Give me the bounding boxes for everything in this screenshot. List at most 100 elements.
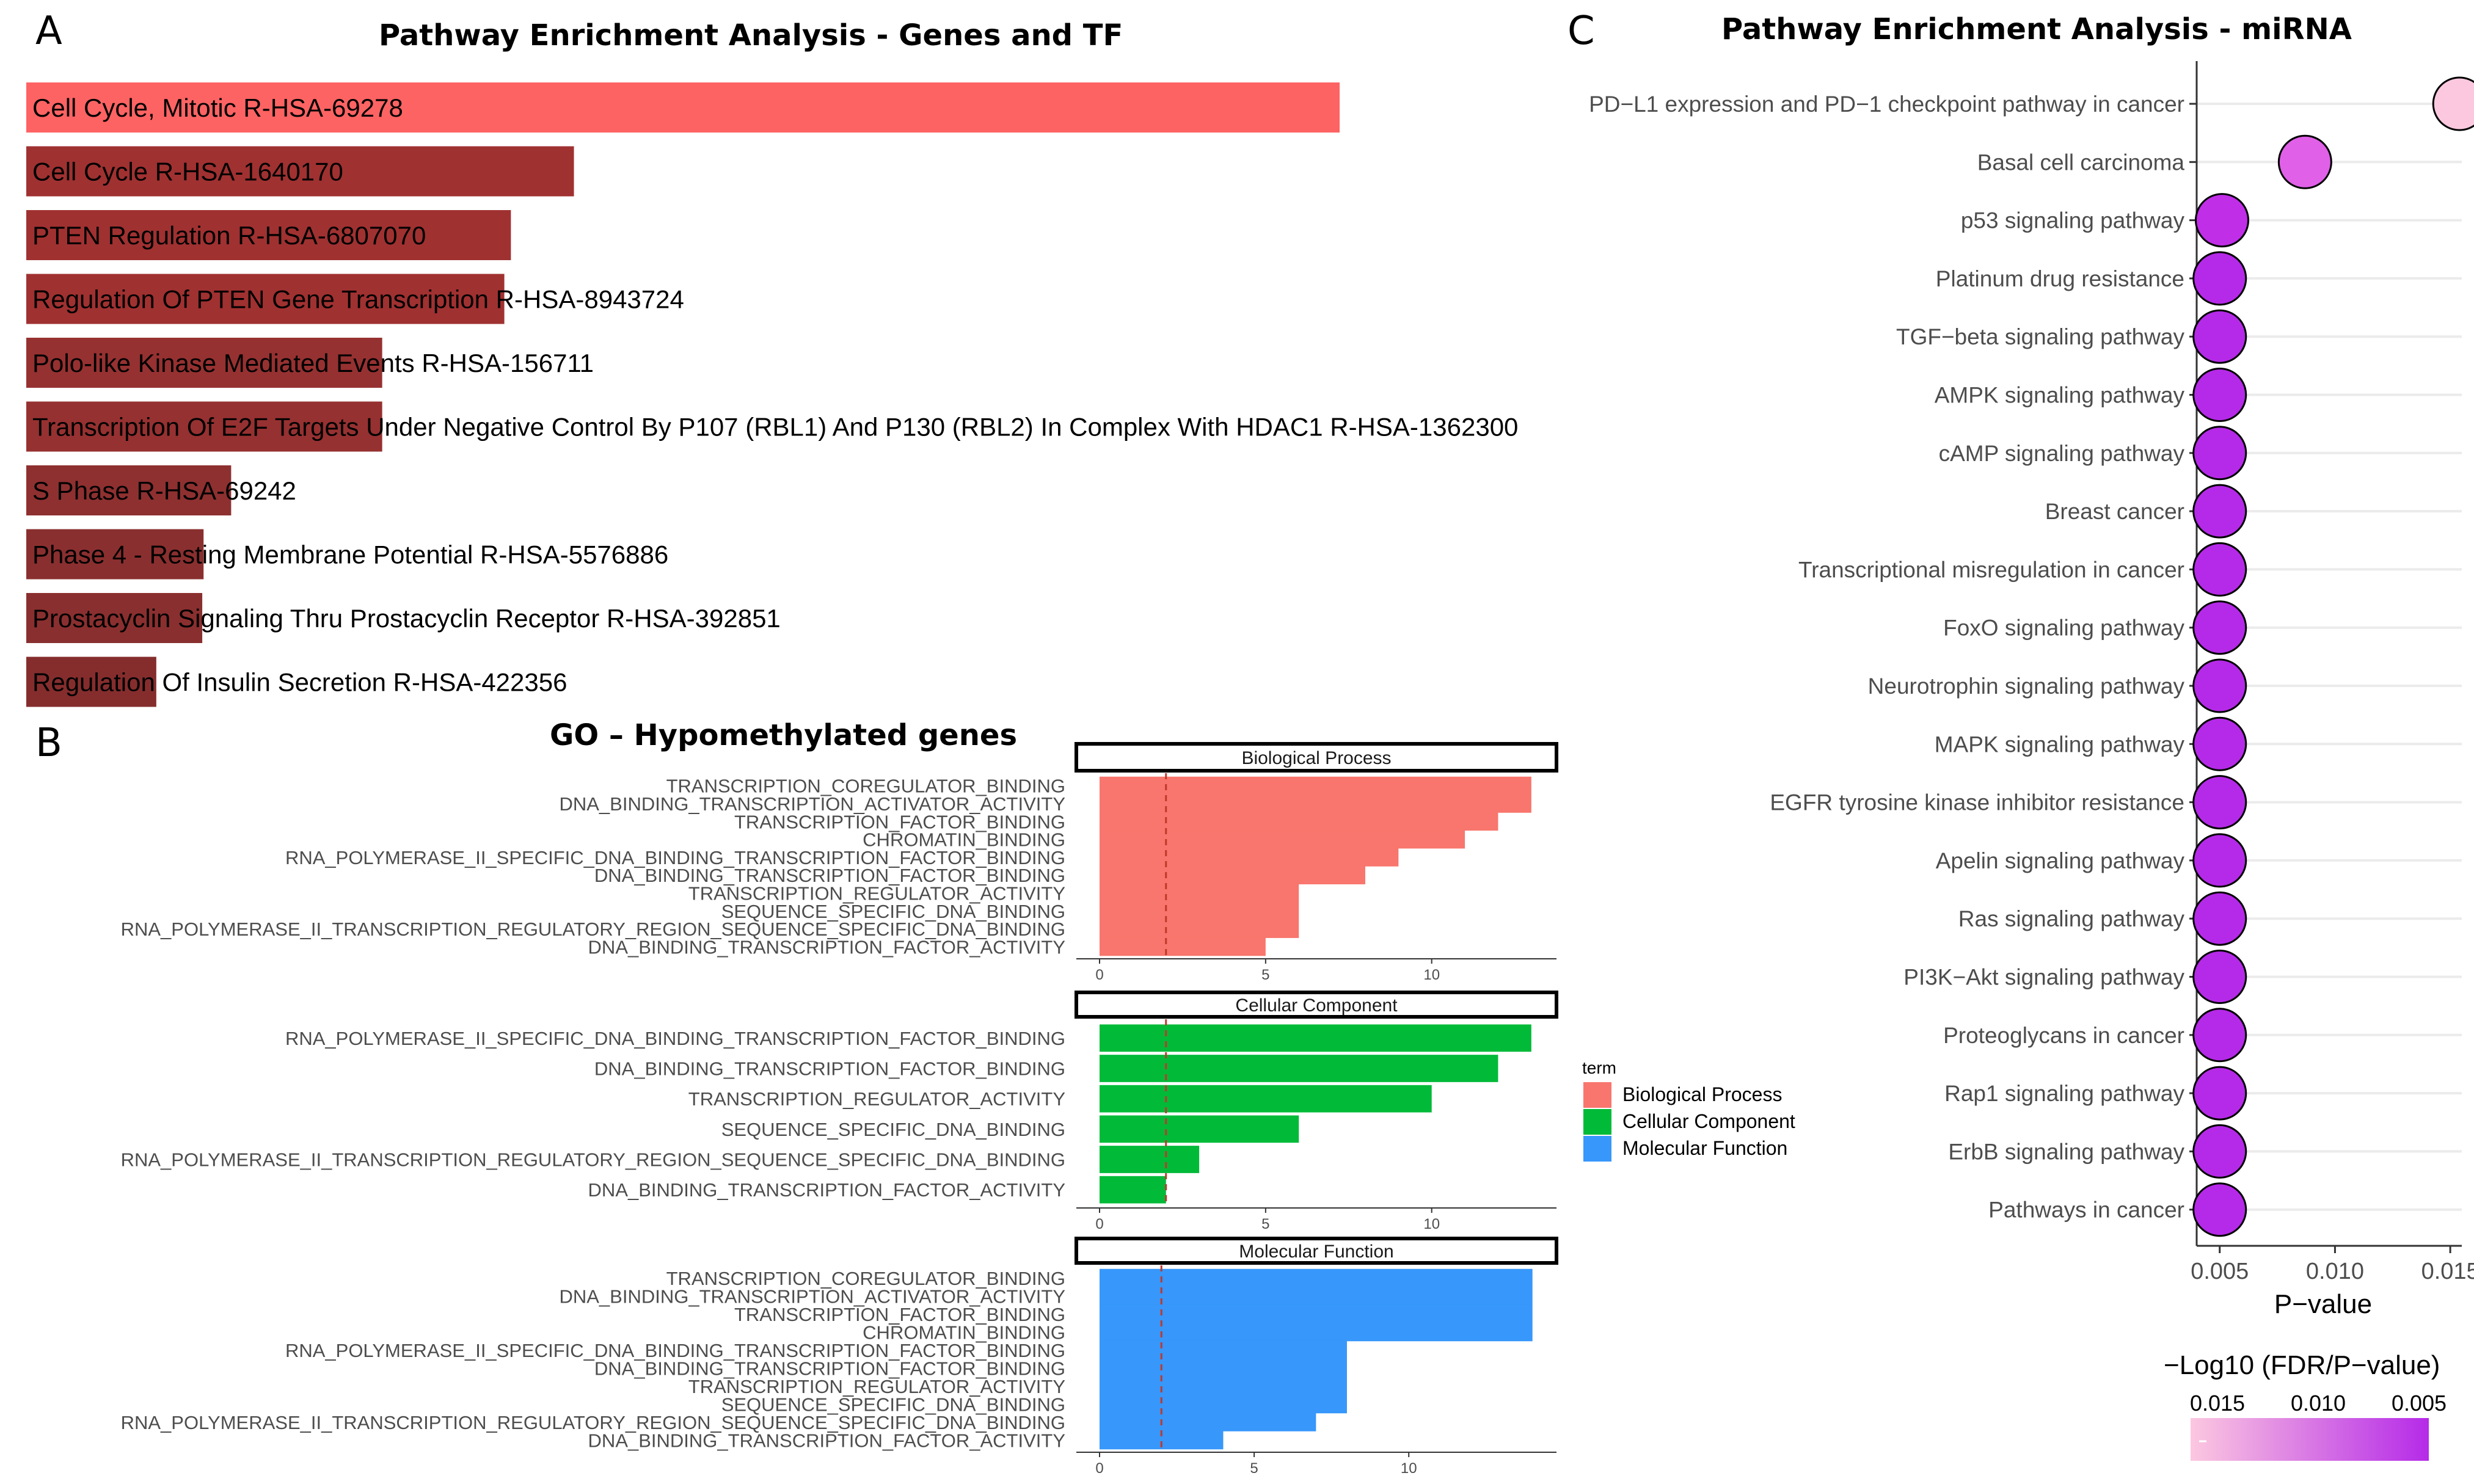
pathway-point: [2192, 1008, 2247, 1063]
go-term-label: DNA_BINDING_TRANSCRIPTION_ACTIVATOR_ACTI…: [559, 1286, 1065, 1307]
x-tick-label: 10: [1423, 967, 1440, 983]
go-bar: [1100, 812, 1498, 831]
legend-label: Molecular Function: [1622, 1137, 1787, 1159]
pathway-label: FoxO signaling pathway: [1943, 616, 2184, 641]
pathway-point: [2192, 484, 2247, 539]
panel-a-bar: [26, 146, 574, 197]
go-term-label: RNA_POLYMERASE_II_TRANSCRIPTION_REGULATO…: [121, 918, 1065, 940]
pathway-label: p53 signaling pathway: [1961, 208, 2185, 233]
go-term-label: TRANSCRIPTION_REGULATOR_ACTIVITY: [688, 882, 1065, 904]
go-bar: [1100, 848, 1399, 867]
pathway-label: Breast cancer: [2045, 499, 2184, 524]
pathway-label: Rap1 signaling pathway: [1944, 1081, 2184, 1106]
pathway-point: [2192, 891, 2247, 946]
colorbar: [2191, 1418, 2429, 1461]
go-bar: [1100, 830, 1465, 849]
pathway-label: MAPK signaling pathway: [1935, 732, 2185, 757]
facet-strip-label: Molecular Function: [1239, 1242, 1393, 1262]
go-term-label: TRANSCRIPTION_COREGULATOR_BINDING: [666, 1268, 1065, 1289]
pathway-point: [2432, 76, 2474, 131]
go-bar: [1100, 866, 1365, 885]
panel-a-bar: [26, 529, 204, 580]
pathway-label: AMPK signaling pathway: [1935, 383, 2185, 408]
pathway-point: [2192, 309, 2247, 364]
legend-title: term: [1582, 1058, 1616, 1077]
facet-strip-label: Biological Process: [1241, 748, 1391, 768]
x-tick-label: 5: [1250, 1460, 1258, 1477]
go-bar: [1100, 937, 1266, 956]
go-bar: [1100, 776, 1531, 795]
pathway-label: Proteoglycans in cancer: [1943, 1023, 2184, 1048]
go-term-label: DNA_BINDING_TRANSCRIPTION_FACTOR_BINDING: [594, 865, 1065, 886]
go-term-label: RNA_POLYMERASE_II_TRANSCRIPTION_REGULATO…: [121, 1412, 1065, 1433]
x-tick-label: 0.015: [2421, 1259, 2474, 1284]
pathway-point: [2192, 1182, 2247, 1237]
legend-swatch: [1583, 1136, 1611, 1162]
x-tick-label: 0.010: [2306, 1259, 2364, 1284]
panel-c-title: Pathway Enrichment Analysis - miRNA: [1721, 12, 2352, 46]
go-term-label: TRANSCRIPTION_FACTOR_BINDING: [734, 811, 1065, 832]
pathway-label: Apelin signaling pathway: [1936, 848, 2185, 873]
panel-a-bar: [26, 593, 203, 643]
go-bar: [1100, 1268, 1533, 1287]
pathway-point: [2192, 833, 2247, 888]
pathway-point: [2192, 368, 2247, 422]
go-bar: [1100, 1395, 1347, 1414]
go-bar: [1100, 1323, 1533, 1342]
pathway-label: Ras signaling pathway: [1958, 906, 2185, 931]
colorbar-title: −Log10 (FDR/P−value): [2164, 1350, 2440, 1380]
go-term-label: DNA_BINDING_TRANSCRIPTION_FACTOR_ACTIVIT…: [588, 936, 1065, 958]
pathway-label: Transcriptional misregulation in cancer: [1798, 557, 2184, 582]
x-tick-label: 0.005: [2191, 1259, 2249, 1284]
pathway-label: EGFR tyrosine kinase inhibitor resistanc…: [1770, 790, 2184, 815]
colorbar-tick-label: 0.015: [2190, 1391, 2245, 1416]
panel-a-bar-label: S Phase R-HSA-69242: [32, 476, 296, 505]
pathway-label: Neurotrophin signaling pathway: [1868, 674, 2185, 699]
go-term-label: TRANSCRIPTION_REGULATOR_ACTIVITY: [688, 1376, 1065, 1397]
panel-a-letter: A: [35, 9, 62, 54]
facet-strip-label: Cellular Component: [1235, 995, 1398, 1016]
facet-strip: [1075, 1237, 1558, 1265]
pathway-label: PD−L1 expression and PD−1 checkpoint pat…: [1589, 92, 2184, 117]
pathway-label: cAMP signaling pathway: [1939, 441, 2185, 466]
go-bar: [1100, 1176, 1166, 1204]
go-term-label: CHROMATIN_BINDING: [863, 1322, 1065, 1343]
pathway-point: [2277, 134, 2332, 189]
go-bar: [1100, 1146, 1200, 1173]
panel-a-bar: [26, 210, 511, 260]
pathway-point: [2192, 950, 2247, 1004]
pathway-label: PI3K−Akt signaling pathway: [1903, 965, 2184, 990]
pathway-point: [2192, 1124, 2247, 1179]
panel-a-bar: [26, 274, 505, 324]
go-term-label: DNA_BINDING_TRANSCRIPTION_ACTIVATOR_ACTI…: [559, 793, 1065, 815]
pathway-label: Platinum drug resistance: [1936, 266, 2184, 291]
panel-a-bar-label: Cell Cycle, Mitotic R-HSA-69278: [32, 93, 403, 122]
go-term-label: SEQUENCE_SPECIFIC_DNA_BINDING: [721, 901, 1065, 922]
go-bar: [1100, 884, 1299, 903]
colorbar-tick-label: 0.010: [2291, 1391, 2346, 1416]
facet-strip: [1075, 742, 1558, 773]
go-term-label: RNA_POLYMERASE_II_SPECIFIC_DNA_BINDING_T…: [285, 1028, 1065, 1049]
panel-a-bar: [26, 465, 232, 515]
x-tick-label: 5: [1261, 1216, 1269, 1232]
go-term-label: RNA_POLYMERASE_II_SPECIFIC_DNA_BINDING_T…: [285, 1340, 1065, 1361]
panel-b-title: GO – Hypomethylated genes: [550, 718, 1018, 752]
legend-label: Biological Process: [1622, 1083, 1782, 1105]
go-term-label: DNA_BINDING_TRANSCRIPTION_FACTOR_ACTIVIT…: [588, 1430, 1065, 1451]
pathway-label: Basal cell carcinoma: [1977, 150, 2185, 175]
go-term-label: DNA_BINDING_TRANSCRIPTION_FACTOR_BINDING: [594, 1358, 1065, 1379]
panel-a-bar: [26, 338, 382, 388]
x-tick-label: 0: [1095, 1460, 1103, 1477]
go-term-label: TRANSCRIPTION_FACTOR_BINDING: [734, 1304, 1065, 1325]
colorbar-tick-label: 0.005: [2392, 1391, 2447, 1416]
legend-label: Cellular Component: [1622, 1110, 1795, 1132]
go-bar: [1100, 1413, 1316, 1431]
go-bar: [1100, 901, 1299, 920]
pathway-point: [2192, 775, 2247, 830]
go-bar: [1100, 1287, 1533, 1306]
panel-a-bar-label: PTEN Regulation R-HSA-6807070: [32, 221, 426, 250]
pathway-label: TGF−beta signaling pathway: [1896, 324, 2185, 349]
legend-swatch: [1583, 1109, 1611, 1135]
